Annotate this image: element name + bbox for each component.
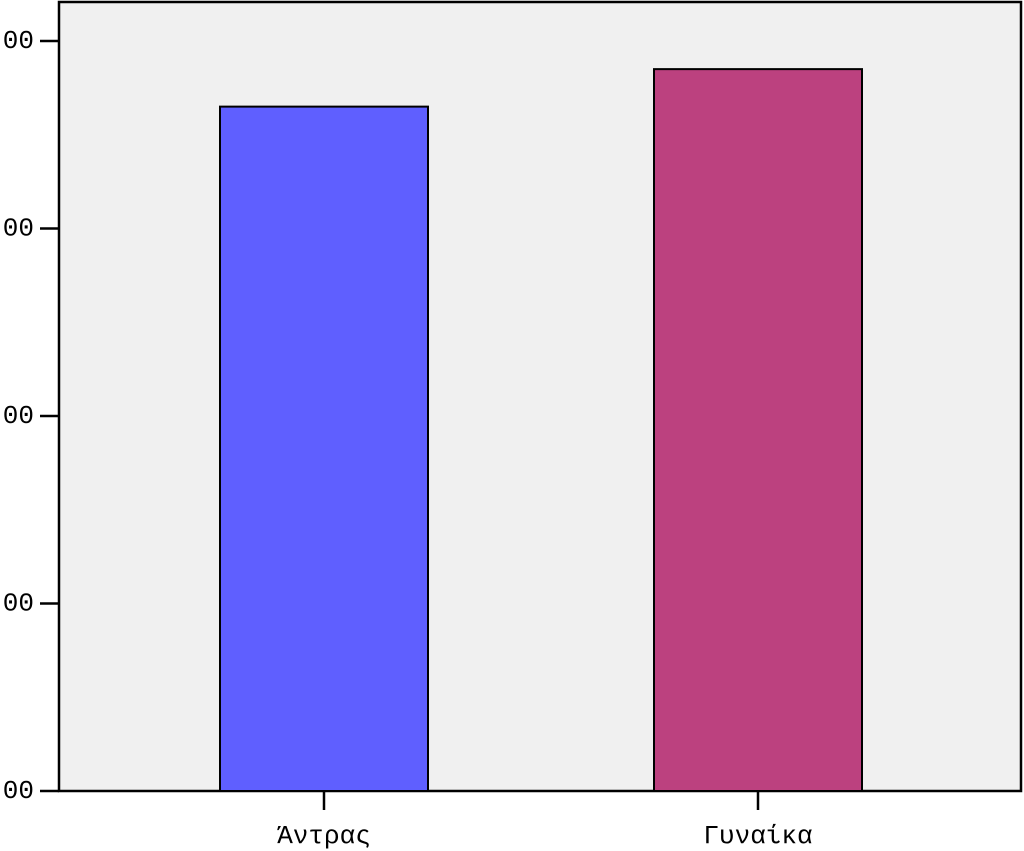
y-tick-label: 00 xyxy=(3,776,34,806)
y-tick-label: 00 xyxy=(3,588,34,618)
y-tick-label: 00 xyxy=(3,213,34,243)
y-tick-label: 00 xyxy=(3,401,34,431)
plot-area xyxy=(57,0,1023,793)
y-tick-label: 00 xyxy=(3,26,34,56)
bar xyxy=(653,68,863,792)
bar xyxy=(219,105,429,792)
x-tick-label: Άντρας xyxy=(277,821,371,851)
x-tick-label: Γυναίκα xyxy=(703,821,812,851)
